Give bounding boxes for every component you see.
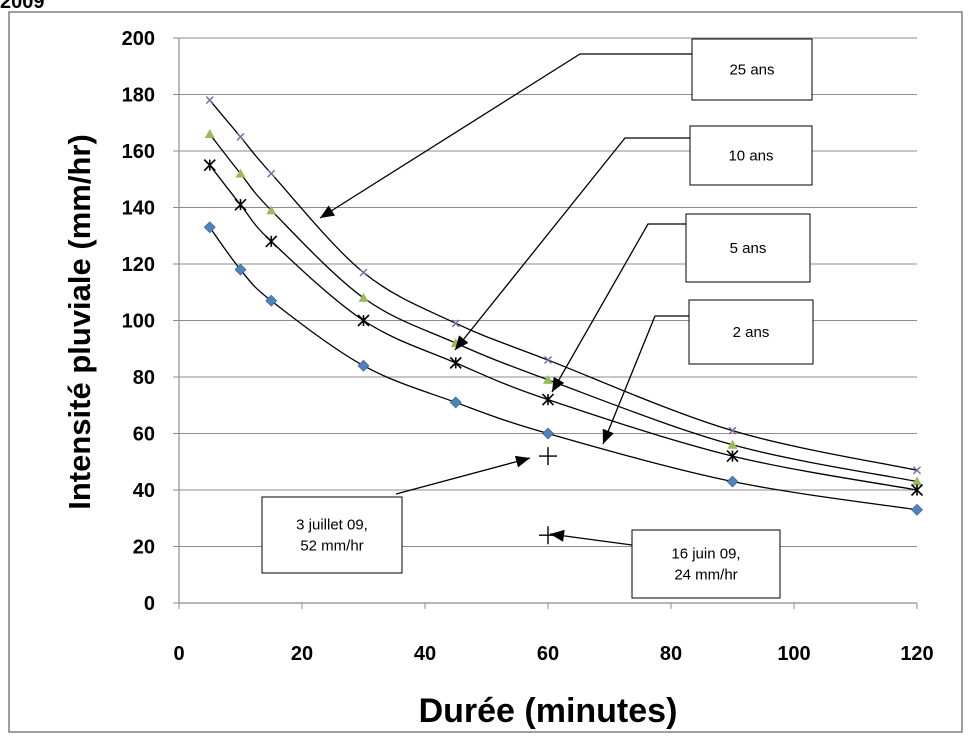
callout-box bbox=[691, 38, 813, 101]
axes: 0 20 40 60 80 100 120 140 160 180 200 0 20 40 60 80 100 1… bbox=[122, 28, 934, 665]
data-point bbox=[543, 374, 553, 384]
callout-text: 52 mm/hr bbox=[300, 538, 363, 555]
data-point bbox=[541, 393, 555, 406]
callout-5-ans: 5 ans bbox=[685, 213, 811, 283]
y-tick-label: 60 bbox=[133, 424, 155, 446]
data-point bbox=[359, 268, 368, 277]
callout-text: 2 ans bbox=[733, 324, 770, 341]
x-tick-label: 60 bbox=[537, 643, 559, 665]
x-tick-label: 40 bbox=[414, 643, 436, 665]
data-markers bbox=[203, 96, 924, 545]
arrow-head bbox=[455, 335, 469, 350]
y-tick-label: 160 bbox=[122, 141, 155, 163]
data-point bbox=[358, 292, 369, 302]
y-tick-label: 200 bbox=[122, 28, 155, 50]
arrow-head bbox=[552, 376, 565, 392]
callout-box bbox=[261, 496, 403, 574]
arrow-25-ans bbox=[319, 53, 692, 219]
arrow-10-ans bbox=[454, 137, 690, 351]
callout-box bbox=[685, 213, 811, 283]
callout-text: 5 ans bbox=[730, 240, 767, 257]
arrow-head bbox=[514, 455, 530, 468]
data-point bbox=[726, 475, 739, 488]
data-point bbox=[910, 483, 924, 497]
callout-25-ans: 25 ans bbox=[691, 38, 813, 101]
observation-callout: 3 juillet 09, 52 mm/hr bbox=[261, 496, 403, 574]
x-tick-label: 0 bbox=[173, 643, 184, 665]
y-tick-label: 80 bbox=[133, 367, 155, 389]
arrow-line bbox=[602, 315, 689, 445]
data-point bbox=[357, 314, 370, 327]
data-point bbox=[544, 356, 552, 365]
arrow-head bbox=[550, 529, 565, 542]
callout-box bbox=[631, 529, 781, 599]
callout-2-ans: 2 ans bbox=[688, 299, 814, 365]
data-point bbox=[912, 476, 922, 486]
callout-10-ans: 10 ans bbox=[689, 125, 813, 186]
data-point bbox=[266, 205, 277, 215]
x-tick-label: 100 bbox=[777, 643, 810, 665]
data-point bbox=[234, 198, 247, 211]
y-tick-label: 0 bbox=[144, 593, 155, 615]
data-point bbox=[357, 359, 370, 372]
y-tick-label: 180 bbox=[122, 85, 155, 107]
arrow-line bbox=[454, 137, 690, 351]
observation-callout: 16 juin 09, 24 mm/hr bbox=[631, 529, 781, 599]
data-point bbox=[236, 132, 245, 141]
callout-box bbox=[688, 299, 814, 365]
arrow-2-ans bbox=[602, 315, 689, 445]
y-tick-label: 140 bbox=[122, 198, 155, 220]
data-point bbox=[235, 168, 246, 178]
arrow-line bbox=[551, 223, 686, 393]
data-point bbox=[204, 129, 215, 139]
arrow-head bbox=[320, 205, 336, 218]
x-axis-title: Durée (minutes) bbox=[419, 692, 678, 730]
callout-text: 25 ans bbox=[729, 62, 774, 79]
callout-text: 24 mm/hr bbox=[674, 567, 737, 584]
data-point bbox=[913, 466, 921, 475]
callout-box bbox=[689, 125, 813, 186]
y-tick-label: 100 bbox=[122, 311, 155, 333]
data-point bbox=[449, 356, 462, 369]
data-point bbox=[728, 426, 737, 435]
data-point bbox=[727, 439, 738, 449]
annotations: 25 ans 10 ans 5 ans 2 ans 3 juillet 09, 52 mm… bbox=[261, 38, 814, 599]
data-point bbox=[449, 396, 462, 409]
data-point bbox=[542, 427, 554, 440]
x-tick-label: 120 bbox=[900, 643, 933, 665]
callout-text: 3 juillet 09, bbox=[296, 517, 368, 534]
data-point bbox=[265, 235, 278, 248]
y-tick-label: 20 bbox=[133, 537, 155, 559]
data-point bbox=[265, 294, 278, 307]
data-point bbox=[203, 221, 216, 234]
header-fragment: 2009 bbox=[0, 0, 45, 13]
x-tick-label: 80 bbox=[660, 643, 682, 665]
callout-text: 16 juin 09, bbox=[671, 546, 740, 563]
data-point bbox=[726, 450, 739, 463]
observation-arrow bbox=[549, 529, 633, 546]
data-point bbox=[203, 159, 216, 172]
data-point bbox=[911, 503, 923, 516]
y-tick-label: 40 bbox=[133, 480, 155, 502]
arrow-5-ans bbox=[551, 223, 686, 393]
data-point bbox=[205, 96, 214, 105]
observation-point bbox=[539, 447, 557, 466]
data-point bbox=[234, 263, 247, 276]
arrow-line bbox=[319, 53, 692, 219]
y-axis-title: Intensité pluviale (mm/hr) bbox=[62, 134, 97, 510]
data-point bbox=[451, 319, 460, 328]
data-point bbox=[267, 169, 276, 178]
arrow-line bbox=[395, 457, 531, 495]
y-tick-label: 120 bbox=[122, 254, 155, 276]
arrow-head bbox=[602, 428, 614, 444]
observation-arrow bbox=[395, 455, 531, 495]
callout-text: 10 ans bbox=[728, 148, 773, 165]
x-tick-label: 20 bbox=[291, 643, 313, 665]
